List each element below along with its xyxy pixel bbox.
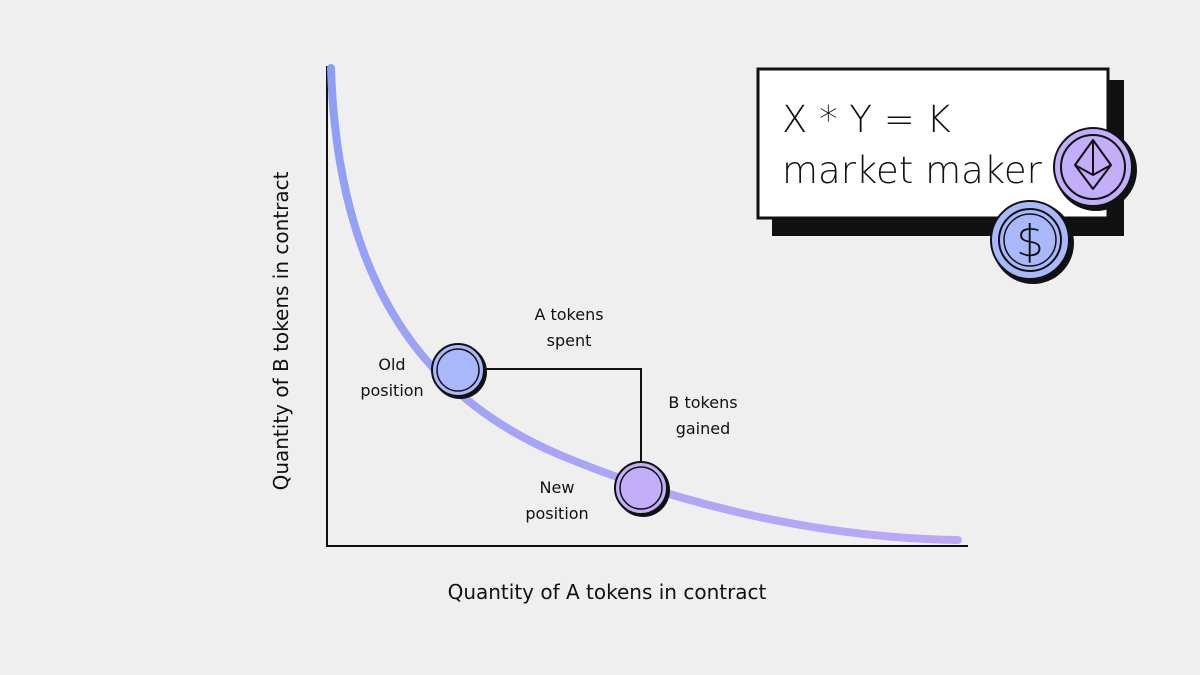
- ethereum-icon: [1053, 127, 1137, 211]
- bonding-curve: [327, 64, 962, 544]
- new-position-label: New position: [525, 478, 588, 523]
- old-position-label: Old position: [360, 355, 423, 400]
- old-position-marker: [431, 343, 487, 399]
- b-tokens-gained-label: B tokens gained: [668, 393, 737, 438]
- title-box: [756, 67, 1110, 220]
- a-tokens-spent-label: A tokens spent: [534, 305, 603, 350]
- trade-path: [485, 368, 642, 468]
- formula-text: X * Y = K: [782, 98, 951, 141]
- svg-text:$: $: [1016, 216, 1044, 267]
- dollar-icon: $: [990, 200, 1074, 284]
- new-position-marker: [614, 461, 670, 517]
- market-maker-text: market maker: [782, 149, 1043, 192]
- x-axis-label: Quantity of A tokens in contract: [448, 580, 767, 604]
- y-axis-label: Quantity of B tokens in contract: [269, 171, 293, 490]
